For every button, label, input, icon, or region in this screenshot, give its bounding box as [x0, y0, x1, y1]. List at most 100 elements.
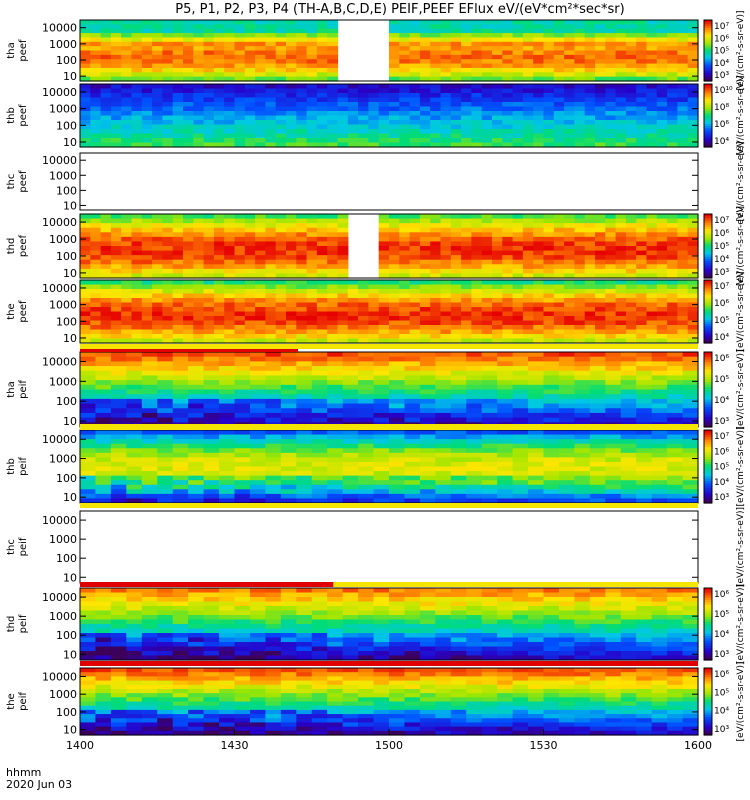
spectrogram-cell — [255, 54, 266, 60]
spectrogram-cell — [100, 33, 112, 39]
spectrogram-cell — [234, 133, 246, 139]
spectrogram-cell — [234, 280, 246, 286]
spectrogram-cell — [203, 255, 215, 261]
spectrogram-cell — [316, 320, 328, 326]
spectrogram-cell — [677, 316, 689, 322]
spectrogram-cell — [419, 412, 436, 419]
spectrogram-cell — [409, 311, 421, 317]
spectrogram-cell — [497, 461, 514, 468]
spectrogram-cell — [131, 33, 143, 39]
spectrogram-cell — [528, 484, 545, 490]
spectrogram-cell — [533, 302, 545, 308]
spectrogram-cell — [553, 264, 565, 270]
spectrogram-cell — [466, 434, 483, 440]
spectrogram-cell — [409, 302, 421, 308]
spectrogram-cell — [471, 111, 483, 117]
spectrogram-cell — [131, 84, 143, 90]
spectrogram-cell — [162, 264, 174, 270]
spectrogram-cell — [162, 88, 174, 94]
spectrogram-cell — [574, 412, 591, 419]
y-tick-label: 10000 — [42, 433, 77, 446]
spectrogram-cell — [172, 84, 184, 90]
spectrogram-cell — [203, 430, 220, 436]
spectrogram-cell — [213, 307, 225, 313]
spectrogram-cell — [512, 133, 524, 139]
spectrogram-cell — [615, 329, 627, 335]
spectrogram-cell — [440, 50, 452, 56]
spectrogram-cell — [244, 311, 256, 317]
spectrogram-cell — [595, 76, 606, 82]
spectrogram-cell — [90, 289, 102, 295]
spectrogram-cell — [234, 259, 246, 265]
spectrogram-cell — [265, 124, 277, 130]
spectrogram-cell — [656, 129, 668, 135]
spectrogram-cell — [213, 302, 225, 308]
colorbar-frame — [703, 19, 713, 82]
colorbar-segment — [704, 107, 712, 110]
spectrogram-cell — [80, 280, 91, 286]
spectrogram-cell — [90, 88, 102, 94]
spectrogram-cell — [533, 20, 545, 25]
spectrogram-cell — [183, 311, 194, 317]
spectrogram-cell — [337, 259, 349, 265]
colorbar-segment — [704, 94, 712, 98]
spectrogram-cell — [605, 28, 617, 34]
spectrogram-cell — [404, 380, 421, 386]
spectrogram-cell — [183, 338, 194, 344]
colorbar-segment — [704, 330, 712, 334]
spectrogram-cell — [224, 259, 236, 265]
colorbar-segment — [704, 243, 712, 247]
spectrogram-cell — [80, 389, 97, 395]
spectrogram-cell — [481, 259, 493, 265]
spectrogram-cell — [450, 329, 462, 335]
spectrogram-cell — [636, 232, 648, 238]
spectrogram-cell — [316, 97, 328, 103]
spectrogram-cell — [378, 268, 390, 275]
spectrogram-cell — [80, 412, 97, 419]
spectrogram-cell — [605, 129, 617, 135]
spectrogram-cell — [296, 403, 313, 409]
spectrogram-cell — [203, 439, 220, 445]
spectrogram-cell — [162, 334, 174, 340]
spectrogram-cell — [461, 250, 472, 256]
spectrogram-cell — [450, 448, 467, 454]
spectrogram-cell — [574, 394, 591, 400]
spectrogram-cell — [466, 394, 483, 400]
spectrogram-cell — [141, 475, 158, 481]
spectrogram-cell — [275, 102, 287, 108]
spectrogram-cell — [219, 471, 236, 477]
spectrogram-cell — [80, 619, 97, 625]
spectrogram-cell — [497, 380, 514, 386]
spectrogram-cell — [687, 88, 699, 94]
spectrogram-cell — [265, 24, 277, 30]
spectrogram-cell — [234, 138, 246, 144]
spectrogram-cell — [677, 120, 689, 126]
spectrogram-cell — [543, 218, 555, 224]
spectrogram-cell — [625, 246, 637, 252]
spectrogram-cell — [203, 498, 220, 504]
spectrogram-cell — [677, 97, 689, 103]
spectrogram-cell — [492, 37, 503, 43]
spectrogram-cell — [667, 293, 678, 299]
spectrogram-cell — [193, 338, 205, 344]
spectrogram-cell — [667, 394, 684, 400]
spectrogram-cell — [667, 489, 684, 495]
spectrogram-cell — [492, 142, 503, 148]
y-tick-label: 1000 — [49, 38, 77, 51]
spectrogram-cell — [110, 475, 127, 481]
spectrogram-cell — [244, 302, 256, 308]
spectrogram-cell — [589, 480, 606, 486]
spectrogram-cell — [553, 111, 565, 117]
colorbar-segment — [704, 340, 712, 344]
spectrogram-cell — [172, 471, 189, 477]
spectrogram-cell — [337, 302, 349, 308]
spectrogram-cell — [157, 448, 174, 454]
spectrogram-cell — [162, 307, 174, 313]
colorbar-segment — [704, 235, 712, 239]
spectrogram-cell — [440, 232, 452, 238]
spectrogram-cell — [286, 227, 297, 233]
spectrogram-cell — [255, 329, 266, 335]
spectrogram-cell — [131, 246, 143, 252]
spectrogram-cell — [564, 33, 575, 39]
